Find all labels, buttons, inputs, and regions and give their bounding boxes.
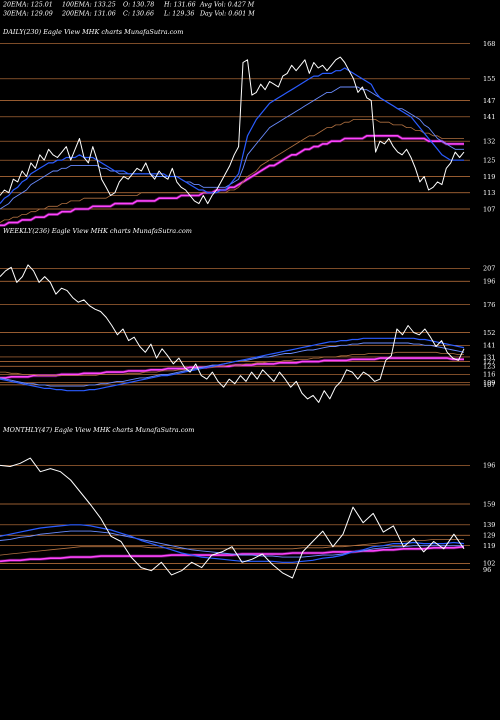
monthly-level-label: 129 [483,532,495,540]
weekly-level-label: 127 [483,358,495,366]
weekly-level-label: 141 [483,342,495,350]
monthly-ema200-line [0,545,465,563]
header-day-vol: Day Vol: 0.601 M [199,11,255,18]
monthly-level-label: 159 [483,500,495,508]
daily-level-label: 132 [483,138,495,146]
header-ema100: 100EMA: 133.25 [62,2,116,9]
header-ema30: 30EMA: 129.09 [3,11,53,18]
daily-level-label: 147 [483,97,495,105]
header-high: H: 131.66 [163,2,196,9]
header: 20EMA: 125.01 100EMA: 133.25 O: 130.78 H… [2,2,255,18]
weekly-level-label: 116 [483,371,495,379]
header-open: O: 130.78 [123,2,154,9]
monthly-ema100-line [0,539,464,556]
daily-price-line [0,56,465,205]
header-ema200: 200EMA: 131.06 [61,11,116,18]
header-low: L: 129.36 [163,11,194,18]
daily-level-label: 113 [483,189,495,197]
daily-panel: 168 155 147 141 132 125 119 113 107 DAILY(230) Ea… [0,28,495,227]
weekly-ema100-line [0,351,464,376]
monthly-level-label: 119 [483,542,495,550]
daily-level-label: 168 [483,40,495,48]
weekly-level-label: 207 [483,265,495,273]
weekly-level-label: 176 [483,301,495,309]
weekly-level-label: 123 [483,363,495,371]
daily-level-label: 125 [483,156,495,164]
weekly-level-label: 131 [483,353,495,361]
weekly-level-label: 109 [483,379,495,387]
daily-ema20-line [0,67,464,204]
daily-level-label: 141 [483,113,495,121]
daily-panel-label: DAILY(230) Eagle View MHK charts MunafaS… [2,28,183,36]
weekly-level-label: 107 [483,381,495,389]
daily-ema200-line [0,135,464,227]
weekly-price-line [0,264,465,403]
monthly-level-label: 196 [483,462,495,470]
monthly-level-label: 96 [483,566,491,574]
weekly-panel-label: WEEKLY(236) Eagle View MHK charts Munafa… [3,227,192,235]
weekly-ema200-line [0,357,464,379]
daily-level-label: 119 [483,173,495,181]
daily-level-label: 107 [483,205,495,213]
header-avg-vol: Avg Vol: 0.427 M [199,2,255,9]
monthly-level-label: 139 [483,521,495,529]
header-close: C: 130.66 [123,11,154,18]
weekly-level-label: 152 [483,329,495,337]
monthly-level-label: 102 [483,560,495,568]
weekly-ema20-line [0,337,465,392]
daily-level-label: 155 [483,75,495,83]
monthly-panel-label: MONTHLY(47) Eagle View MHK charts Munafa… [2,426,194,434]
monthly-price-line [0,457,465,579]
monthly-ema20-line [0,524,465,563]
weekly-level-label: 196 [483,278,495,286]
monthly-ema30-line [0,530,464,558]
header-ema20: 20EMA: 125.01 [2,2,53,9]
daily-ema100-line [0,119,464,223]
